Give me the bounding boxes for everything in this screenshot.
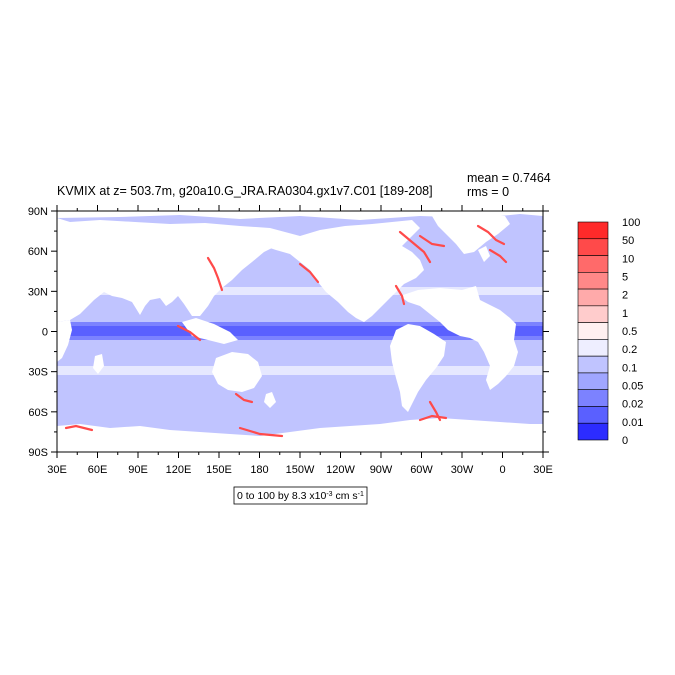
land-uk bbox=[478, 246, 490, 262]
colorbar-level-label: 5 bbox=[622, 272, 628, 284]
land-north-cap bbox=[57, 211, 543, 220]
colorbar-swatch bbox=[577, 288, 609, 307]
band-south bbox=[57, 366, 543, 375]
colorbar: 100 50 10 5 2 1 0.5 0.2 0.1 0.05 0.02 0.01 0 bbox=[577, 217, 643, 447]
colorbar-swatch bbox=[577, 389, 609, 407]
lon-label: 150W bbox=[286, 464, 315, 476]
band-north bbox=[57, 287, 543, 295]
land-north-america bbox=[258, 220, 424, 322]
map-axes: 90N 60N 30N 0 30S 60S 90S 30E 60E 90E 120E 150E 180 1… bbox=[28, 205, 553, 476]
colorbar-level-label: 0.2 bbox=[622, 344, 637, 356]
land-masks bbox=[57, 211, 543, 452]
lon-label: 30W bbox=[451, 464, 474, 476]
colorbar-swatch bbox=[577, 255, 609, 273]
lat-label: 30N bbox=[28, 286, 48, 298]
contour-range-note: 0 to 100 by 8.3 x10-3 cm s-1 bbox=[233, 486, 368, 505]
lon-label: 120E bbox=[166, 464, 192, 476]
land-australia bbox=[212, 352, 262, 392]
lon-label: 90E bbox=[128, 464, 148, 476]
lon-label: 0 bbox=[499, 464, 505, 476]
colorbar-level-label: 1 bbox=[622, 308, 628, 320]
colorbar-swatch bbox=[577, 339, 609, 357]
lat-label: 30S bbox=[28, 367, 48, 379]
land-africa bbox=[400, 286, 518, 390]
coast-japan bbox=[206, 256, 224, 292]
coast-norway bbox=[476, 224, 506, 246]
colorbar-swatch bbox=[577, 355, 609, 374]
colorbar-level-label: 0.1 bbox=[622, 362, 637, 374]
lon-label: 60E bbox=[88, 464, 108, 476]
land-new-zealand bbox=[264, 392, 276, 408]
colorbar-level-label: 0.01 bbox=[622, 417, 643, 429]
coast-antarctic-a bbox=[64, 424, 94, 432]
colorbar-swatch bbox=[577, 322, 609, 340]
coast-indonesia bbox=[176, 324, 202, 342]
mean-value: mean = 0.7464 bbox=[467, 171, 551, 185]
land-indonesia bbox=[182, 318, 238, 344]
colorbar-swatch bbox=[577, 272, 609, 290]
lat-label: 60S bbox=[28, 407, 48, 419]
colorbar-level-label: 0 bbox=[622, 435, 628, 447]
land-south-america bbox=[390, 324, 446, 412]
lat-label: 90S bbox=[28, 447, 48, 459]
colorbar-level-label: 100 bbox=[622, 217, 640, 229]
land-greenland bbox=[432, 214, 510, 254]
land-eurasia bbox=[57, 218, 305, 322]
range-note-box bbox=[233, 486, 368, 505]
coast-antarctic-c bbox=[418, 414, 448, 422]
lon-label: 120W bbox=[326, 464, 355, 476]
lon-label: 30E bbox=[533, 464, 553, 476]
colorbar-level-label: 50 bbox=[622, 235, 634, 247]
coast-labrador bbox=[398, 230, 432, 264]
coast-west-us bbox=[298, 262, 320, 284]
colorbar-level-label: 0.02 bbox=[622, 399, 643, 411]
lon-label: 90W bbox=[370, 464, 393, 476]
land-africa-east bbox=[57, 320, 72, 362]
lat-label: 60N bbox=[28, 246, 48, 258]
colorbar-level-label: 0.05 bbox=[622, 381, 643, 393]
colorbar-level-label: 0.5 bbox=[622, 326, 637, 338]
plot-title: KVMIX at z= 503.7m, g20a10.G_JRA.RA0304.… bbox=[57, 184, 433, 198]
lon-label: 180 bbox=[250, 464, 268, 476]
colorbar-swatch bbox=[577, 238, 609, 256]
colorbar-swatch bbox=[577, 406, 609, 424]
colorbar-swatch bbox=[577, 422, 609, 441]
colorbar-swatch bbox=[577, 305, 609, 323]
coast-north-sea bbox=[488, 248, 508, 264]
coast-east-us bbox=[394, 284, 406, 306]
coast-hudson bbox=[418, 234, 446, 248]
colorbar-swatch bbox=[577, 221, 609, 240]
lon-label: 60W bbox=[410, 464, 433, 476]
map-area bbox=[57, 211, 543, 452]
range-note-text: 0 to 100 by 8.3 x10-3 cm s-1 bbox=[237, 490, 364, 502]
lat-label: 90N bbox=[28, 206, 48, 218]
colorbar-level-label: 10 bbox=[622, 253, 634, 265]
rms-value: rms = 0 bbox=[467, 185, 509, 199]
coast-antarctic-b bbox=[238, 426, 284, 438]
lon-label: 30E bbox=[47, 464, 67, 476]
equator-band-inner bbox=[57, 326, 543, 336]
colorbar-level-label: 2 bbox=[622, 290, 628, 302]
colorbar-swatch bbox=[577, 372, 609, 390]
lat-label: 0 bbox=[42, 327, 48, 339]
coast-tasmania bbox=[234, 392, 254, 404]
land-madagascar bbox=[93, 354, 104, 374]
lon-label: 150E bbox=[206, 464, 232, 476]
land-antarctica bbox=[57, 418, 543, 452]
coastal-high-values bbox=[64, 224, 508, 438]
